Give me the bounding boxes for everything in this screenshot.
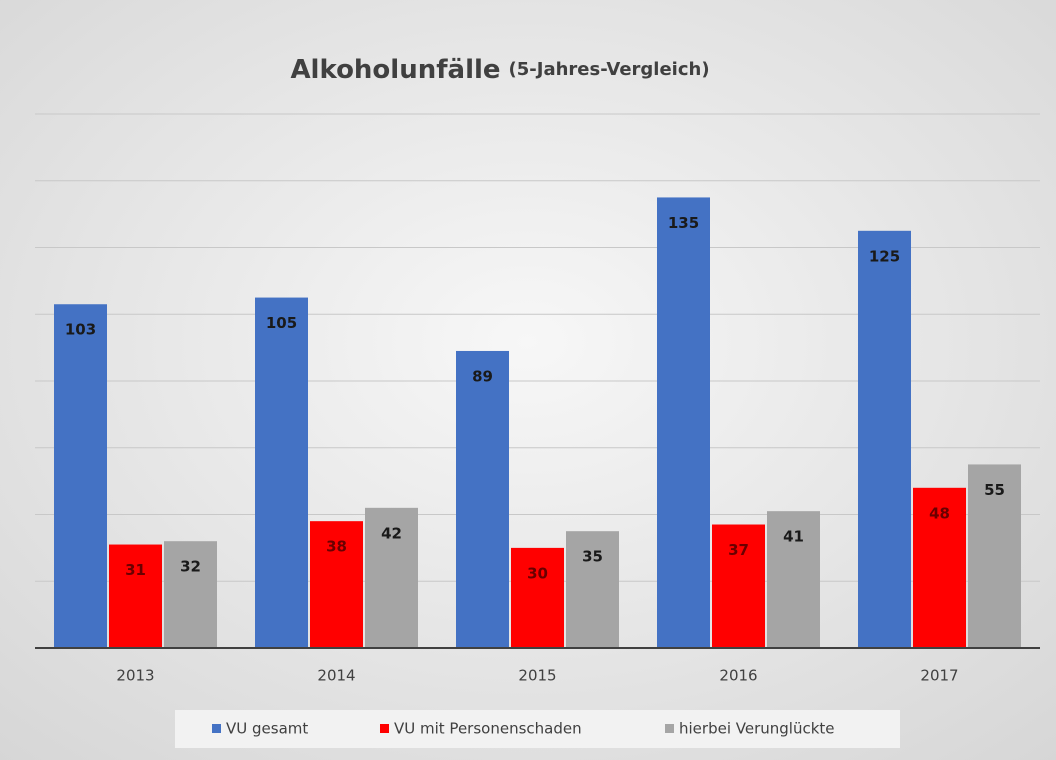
x-tick-label: 2015 bbox=[518, 667, 556, 685]
bar bbox=[511, 547, 564, 648]
bar bbox=[255, 297, 308, 648]
bar bbox=[164, 541, 217, 648]
legend-swatch bbox=[212, 724, 221, 733]
bar bbox=[712, 524, 765, 648]
bar bbox=[968, 464, 1021, 648]
data-label: 48 bbox=[929, 504, 950, 522]
bar bbox=[858, 230, 911, 648]
bar bbox=[109, 544, 162, 648]
bar bbox=[456, 350, 509, 648]
chart-subtitle: (5-Jahres-Vergleich) bbox=[509, 59, 710, 80]
legend-label: VU gesamt bbox=[226, 720, 308, 738]
x-tick-label: 2014 bbox=[317, 667, 355, 685]
bar bbox=[54, 304, 107, 648]
bar bbox=[913, 487, 966, 648]
chart-title-group: Alkoholunfälle (5-Jahres-Vergleich) bbox=[290, 55, 709, 85]
x-tick-label: 2013 bbox=[116, 667, 154, 685]
data-label: 55 bbox=[984, 481, 1005, 499]
data-label: 37 bbox=[728, 541, 749, 559]
data-label: 35 bbox=[582, 548, 603, 566]
legend-label: hierbei Verunglückte bbox=[679, 720, 835, 738]
x-tick-label: 2017 bbox=[920, 667, 958, 685]
legend-box bbox=[175, 710, 900, 748]
data-label: 105 bbox=[266, 314, 297, 332]
bar bbox=[365, 507, 418, 648]
legend-swatch bbox=[380, 724, 389, 733]
bar bbox=[566, 531, 619, 648]
bar bbox=[767, 511, 820, 648]
data-label: 38 bbox=[326, 538, 347, 556]
data-label: 30 bbox=[527, 564, 548, 582]
x-tick-label: 2016 bbox=[719, 667, 757, 685]
data-label: 41 bbox=[783, 528, 804, 546]
data-label: 103 bbox=[65, 321, 96, 339]
data-label: 42 bbox=[381, 524, 402, 542]
chart-title: Alkoholunfälle bbox=[290, 55, 500, 85]
data-label: 31 bbox=[125, 561, 146, 579]
bar bbox=[657, 197, 710, 648]
legend-swatch bbox=[665, 724, 674, 733]
data-label: 125 bbox=[869, 247, 900, 265]
legend-label: VU mit Personenschaden bbox=[394, 720, 582, 738]
data-label: 89 bbox=[472, 367, 493, 385]
data-label: 135 bbox=[668, 214, 699, 232]
bar bbox=[310, 521, 363, 648]
data-label: 32 bbox=[180, 558, 201, 576]
